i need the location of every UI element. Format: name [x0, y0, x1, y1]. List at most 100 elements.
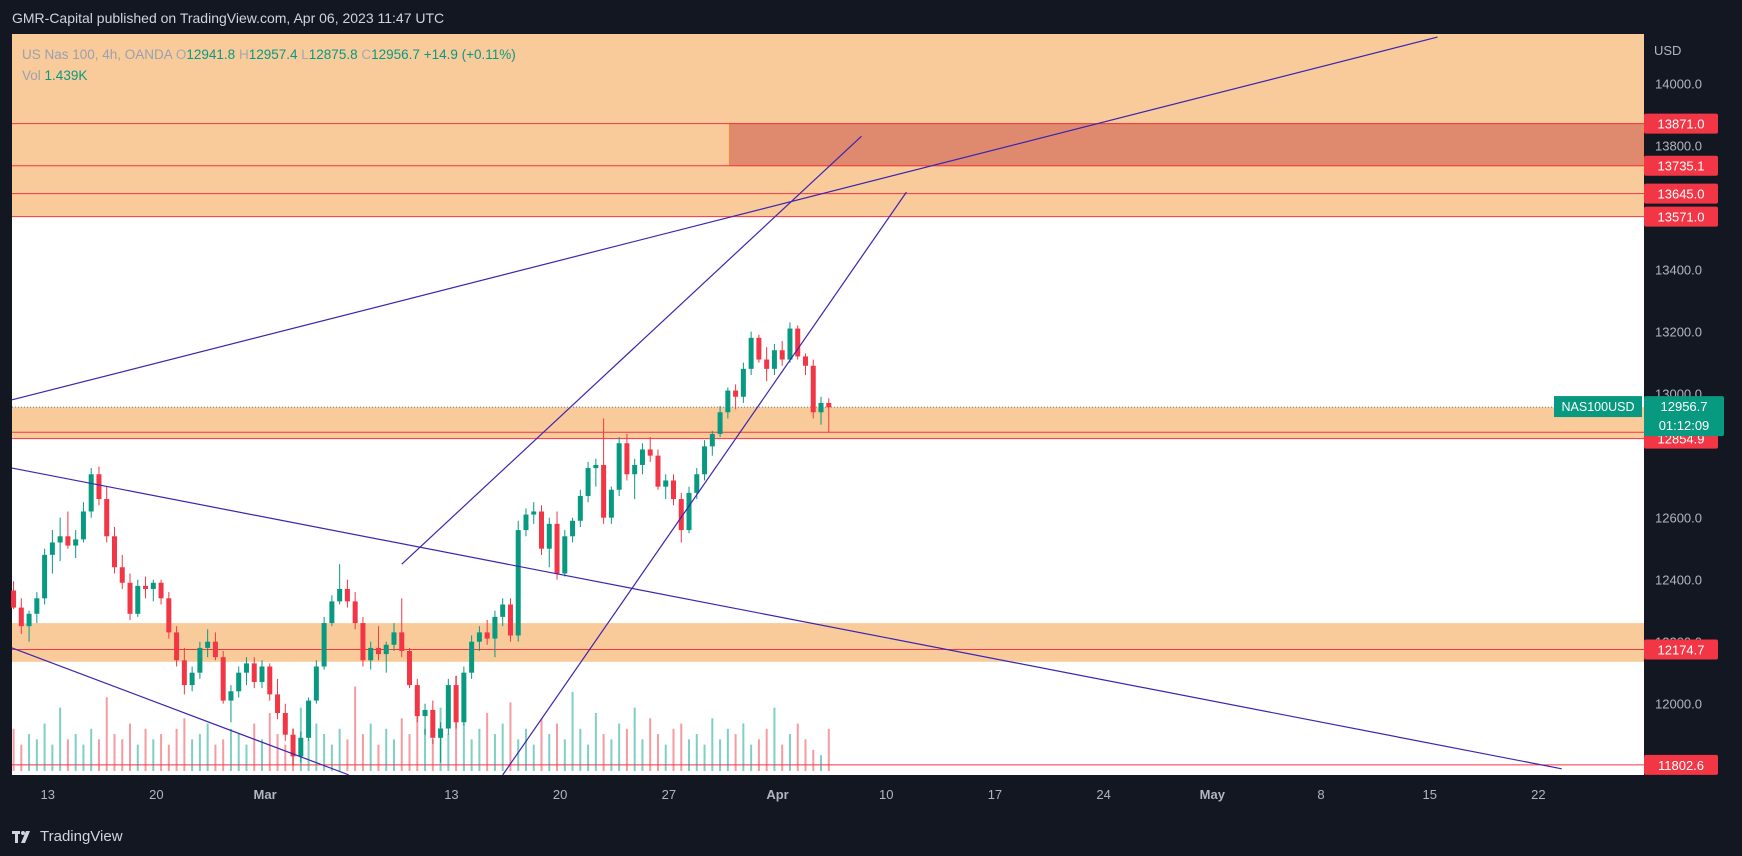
price-level-tag: [1644, 113, 1718, 134]
candle-body: [275, 694, 281, 713]
candle-body: [298, 737, 304, 757]
volume-bar: [105, 697, 108, 771]
volume-bar: [90, 728, 93, 771]
volume-bar: [338, 728, 341, 771]
price-level-tag: [1644, 206, 1718, 227]
candle-body: [344, 588, 350, 602]
volume-bar: [804, 739, 807, 771]
legend-close-label: C: [361, 47, 372, 62]
candle-body: [104, 499, 110, 537]
volume-bar: [734, 734, 737, 771]
footer-bar: TradingView: [0, 822, 1742, 856]
volume-bar: [579, 728, 582, 771]
volume-bar: [167, 744, 170, 771]
time-tick-label: 10: [879, 787, 893, 802]
legend-symbol: US Nas 100, 4h, OANDA: [22, 47, 173, 62]
volume-bar: [788, 734, 791, 771]
volume-bar: [765, 728, 768, 771]
legend-change: +14.9 (+0.11%): [423, 47, 516, 62]
volume-bar: [315, 723, 318, 771]
volume-bar: [486, 712, 489, 771]
price-axis: USD14000.013800.013400.013200.013000.012…: [1654, 43, 1702, 712]
candle-body: [352, 601, 358, 624]
candle-body: [220, 657, 226, 701]
volume-bar: [369, 723, 372, 771]
supply-demand-zone: [12, 407, 1644, 439]
volume-bar: [191, 739, 194, 771]
volume-bar: [750, 744, 753, 771]
volume-bar: [688, 739, 691, 771]
volume-bar: [392, 739, 395, 771]
candle-body: [492, 616, 498, 639]
price-tick-label: 12000.0: [1655, 697, 1702, 712]
candle-body: [632, 464, 638, 475]
candle-body: [616, 443, 622, 490]
candle-body: [725, 390, 731, 413]
candle-body: [717, 412, 723, 434]
candle-body: [647, 449, 653, 456]
candle-body: [461, 672, 467, 723]
legend-open-value: 12941.8: [186, 47, 236, 62]
trendlines-layer: [11, 36, 1562, 776]
candle-body: [624, 443, 630, 475]
volume-bar: [400, 718, 403, 771]
volume-bar: [587, 744, 590, 771]
volume-bar: [509, 702, 512, 771]
volume-bar: [680, 723, 683, 771]
legend-volume-label: Vol: [22, 68, 41, 83]
price-level-tag: [1644, 155, 1718, 176]
legend-ohlc-row: US Nas 100, 4h, OANDA O12941.8 H12957.4 …: [22, 44, 516, 65]
volume-bar: [462, 723, 465, 771]
tradingview-logo[interactable]: TradingView: [12, 828, 123, 845]
candle-body: [236, 672, 242, 692]
candle-body: [453, 685, 459, 723]
volume-bar: [447, 734, 450, 771]
volume-bar: [385, 728, 388, 771]
time-tick-label: 15: [1422, 787, 1436, 802]
candle-body: [135, 585, 141, 614]
candle-body: [670, 480, 676, 500]
price-level-tag-label: 13571.0: [1658, 210, 1705, 225]
volume-bar: [656, 734, 659, 771]
candle-body: [818, 402, 824, 413]
candle-body: [663, 480, 669, 487]
candle-body: [422, 709, 428, 717]
volume-bar: [97, 739, 100, 771]
candle-body: [321, 623, 327, 667]
volume-bar: [51, 744, 54, 771]
trendline-falling-upper: [11, 467, 1562, 770]
volume-bar: [144, 728, 147, 771]
candle-body: [267, 666, 273, 695]
candle-body: [49, 542, 55, 555]
volume-bar: [827, 728, 830, 771]
volume-bar: [711, 718, 714, 771]
candle-body: [181, 660, 187, 686]
volume-bar: [28, 734, 31, 771]
time-tick-label: 13: [444, 787, 458, 802]
volume-bar: [641, 739, 644, 771]
volume-bar: [664, 744, 667, 771]
volume-bar: [361, 734, 364, 771]
symbol-tag-label: NAS100USD: [1562, 400, 1635, 414]
volume-bar: [563, 739, 566, 771]
legend-high-label: H: [238, 47, 249, 62]
candle-body: [243, 663, 249, 673]
candle-body: [251, 663, 257, 682]
trendline-falling-lower: [11, 647, 350, 776]
volume-bar: [354, 686, 357, 771]
candle-body: [430, 709, 436, 738]
volume-bar: [757, 739, 760, 771]
candle-body: [313, 666, 319, 701]
candle-body: [531, 511, 537, 515]
time-tick-label: 17: [988, 787, 1002, 802]
volume-bar: [416, 697, 419, 771]
candle-body: [212, 641, 218, 658]
volume-bar: [152, 739, 155, 771]
volume-bar: [540, 718, 543, 771]
time-axis-background[interactable]: [12, 775, 1730, 811]
volume-bar: [377, 744, 380, 771]
price-level-tag-label: 11802.6: [1658, 758, 1704, 773]
price-tick-label: 12400.0: [1655, 573, 1702, 588]
candle-body: [88, 474, 94, 512]
